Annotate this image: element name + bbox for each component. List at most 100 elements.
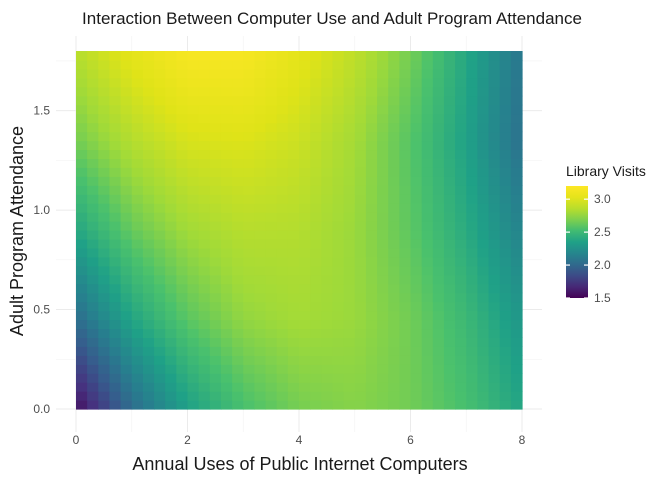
heatmap-cell <box>254 337 267 347</box>
heatmap-cell <box>488 185 501 195</box>
heatmap-cell <box>220 158 233 168</box>
heatmap-cell <box>198 95 211 106</box>
heatmap-cell <box>354 230 367 240</box>
heatmap-cell <box>98 364 111 374</box>
heatmap-cell <box>98 373 111 383</box>
heatmap-cell <box>220 122 233 133</box>
heatmap-cell <box>377 355 389 365</box>
heatmap-cell <box>510 203 523 213</box>
heatmap-cell <box>243 400 255 410</box>
heatmap-cell <box>443 185 456 195</box>
heatmap-cell <box>488 167 501 177</box>
heatmap-cell <box>232 203 244 213</box>
heatmap-cell <box>421 319 434 330</box>
heatmap-cell <box>265 256 278 267</box>
x-tick-label: 6 <box>407 433 414 447</box>
heatmap-cell <box>109 104 122 115</box>
heatmap-cell <box>377 95 389 106</box>
heatmap-cell <box>209 158 222 168</box>
heatmap-cell <box>131 247 144 258</box>
heatmap-cell <box>477 122 490 133</box>
heatmap-cell <box>209 400 222 410</box>
heatmap-cell <box>410 391 423 401</box>
heatmap-cell <box>455 247 467 258</box>
heatmap-cell <box>332 176 345 186</box>
heatmap-cell <box>488 113 501 124</box>
heatmap-cell <box>399 265 412 276</box>
heatmap-cell <box>443 391 456 401</box>
heatmap-cell <box>165 51 177 61</box>
heatmap-cell <box>377 185 389 195</box>
heatmap-cell <box>310 337 322 347</box>
heatmap-cell <box>98 274 111 285</box>
heatmap-cell <box>455 185 467 195</box>
heatmap-cell <box>76 292 88 303</box>
heatmap-cell <box>76 140 88 151</box>
heatmap-cell <box>120 68 133 79</box>
heatmap-cell <box>432 122 445 133</box>
heatmap-cell <box>265 149 278 159</box>
legend-ticks: 1.52.02.53.0 <box>566 192 611 305</box>
heatmap-cell <box>321 247 334 258</box>
heatmap-cell <box>388 265 400 276</box>
heatmap-cell <box>154 140 166 151</box>
heatmap-cell <box>477 382 490 392</box>
heatmap-cell <box>477 247 490 258</box>
heatmap-cell <box>131 265 144 276</box>
heatmap-cell <box>421 283 434 294</box>
heatmap-cell <box>109 149 122 159</box>
heatmap-cell <box>410 176 423 186</box>
heatmap-cell <box>187 391 200 401</box>
heatmap-cell <box>254 364 267 374</box>
heatmap-cell <box>165 167 177 177</box>
heatmap-cell <box>432 212 445 222</box>
heatmap-cell <box>120 355 133 365</box>
heatmap-cell <box>332 256 345 267</box>
heatmap-cell <box>510 230 523 240</box>
heatmap-cell <box>299 194 311 204</box>
heatmap-cell <box>310 95 322 106</box>
heatmap-cell <box>321 86 334 97</box>
heatmap-cell <box>243 274 255 285</box>
heatmap-cell <box>510 113 523 124</box>
heatmap-cell <box>499 185 512 195</box>
heatmap-cell <box>299 221 311 231</box>
heatmap-cell <box>265 301 278 312</box>
heatmap-cell <box>220 274 233 285</box>
heatmap-cell <box>243 346 255 356</box>
heatmap-cell <box>332 149 345 159</box>
heatmap-cell <box>98 221 111 231</box>
heatmap-cell <box>410 77 423 88</box>
heatmap-cell <box>421 86 434 97</box>
heatmap-cell <box>87 194 99 204</box>
heatmap-cell <box>455 238 467 249</box>
heatmap-cell <box>321 283 334 294</box>
heatmap-cell <box>131 77 144 88</box>
heatmap-cell <box>287 149 300 159</box>
heatmap-cell <box>377 319 389 330</box>
heatmap-cell <box>87 185 99 195</box>
heatmap-cell <box>354 256 367 267</box>
y-axis-label: Adult Program Attendance <box>7 126 27 336</box>
heatmap-cell <box>365 247 378 258</box>
heatmap-cell <box>421 51 434 61</box>
heatmap-cell <box>265 104 278 115</box>
heatmap-cell <box>343 373 356 383</box>
heatmap-cell <box>120 247 133 258</box>
heatmap-cell <box>109 346 122 356</box>
heatmap-cell <box>443 131 456 142</box>
heatmap-cell <box>76 113 88 124</box>
heatmap-cell <box>321 355 334 365</box>
heatmap-cell <box>343 337 356 347</box>
heatmap-cell <box>477 51 490 61</box>
heatmap-cell <box>142 122 155 133</box>
heatmap-cell <box>510 355 523 365</box>
heatmap-cell <box>499 122 512 133</box>
heatmap-cell <box>477 400 490 410</box>
heatmap-cell <box>321 319 334 330</box>
heatmap-cell <box>510 158 523 168</box>
heatmap-cell <box>421 95 434 106</box>
heatmap-cell <box>321 185 334 195</box>
heatmap-cell <box>287 194 300 204</box>
heatmap-cell <box>243 301 255 312</box>
